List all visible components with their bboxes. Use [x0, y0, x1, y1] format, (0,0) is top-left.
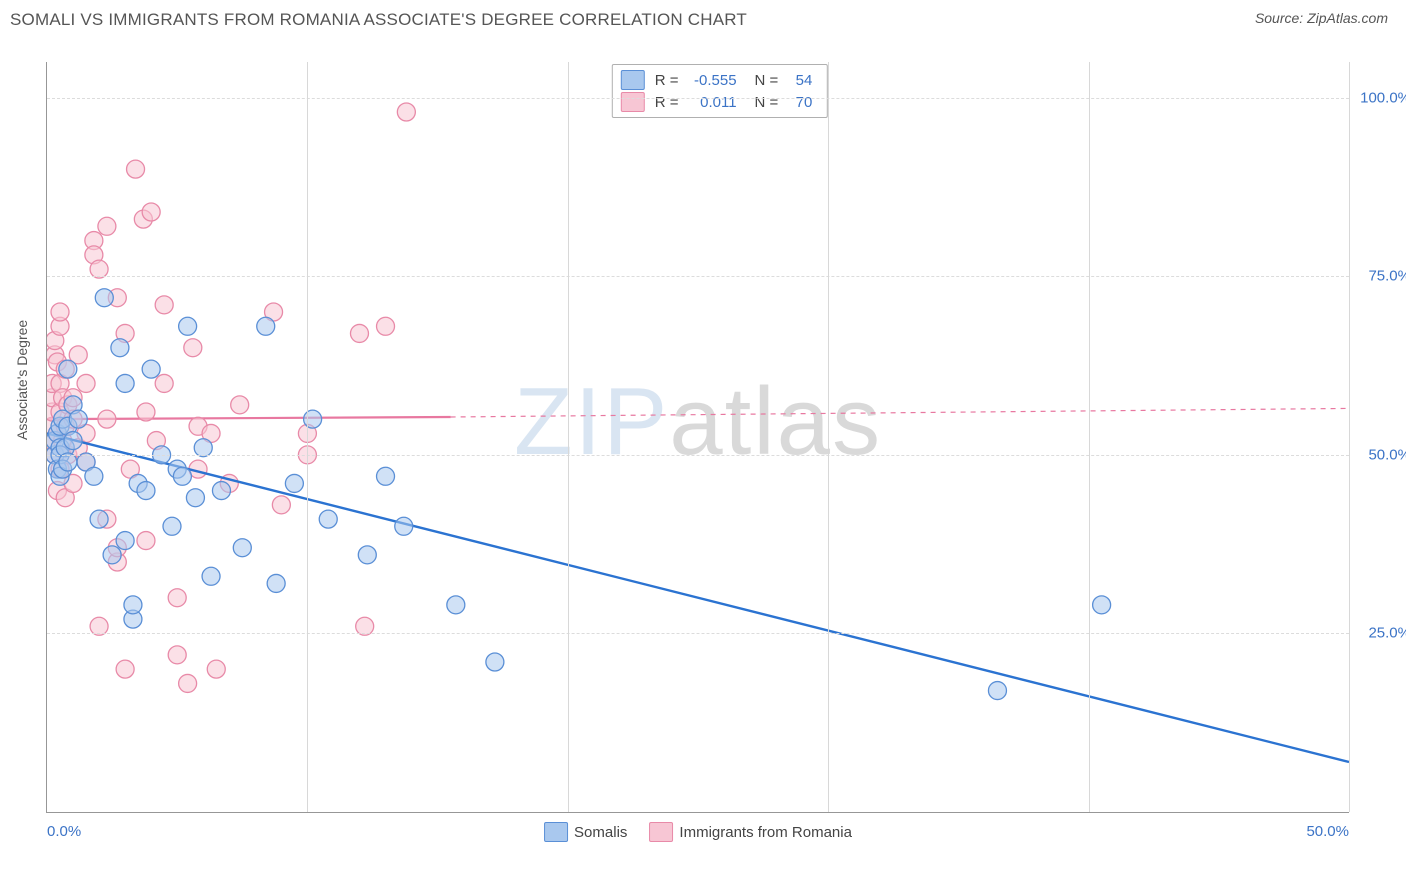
legend-row-romania: R = 0.011 N = 70: [621, 91, 813, 113]
swatch-romania: [621, 92, 645, 112]
chart-plot-area: ZIPatlas R = -0.555 N = 54 R = 0.011 N =…: [46, 62, 1349, 813]
xtick-label: 50.0%: [1306, 823, 1349, 840]
swatch-somalis: [621, 70, 645, 90]
ytick-label: 75.0%: [1356, 268, 1406, 285]
legend-item-somalis: Somalis: [544, 822, 627, 842]
series-legend: Somalis Immigrants from Romania: [544, 822, 852, 842]
y-axis-label: Associate's Degree: [14, 320, 30, 440]
correlation-legend: R = -0.555 N = 54 R = 0.011 N = 70: [612, 64, 828, 118]
legend-item-romania: Immigrants from Romania: [649, 822, 852, 842]
chart-title: SOMALI VS IMMIGRANTS FROM ROMANIA ASSOCI…: [10, 10, 747, 30]
ytick-label: 50.0%: [1356, 446, 1406, 463]
swatch-romania-b: [649, 822, 673, 842]
header: SOMALI VS IMMIGRANTS FROM ROMANIA ASSOCI…: [0, 0, 1406, 34]
source-label: Source: ZipAtlas.com: [1255, 10, 1388, 30]
chart-svg: [47, 62, 1349, 812]
legend-row-somalis: R = -0.555 N = 54: [621, 69, 813, 91]
swatch-somalis-b: [544, 822, 568, 842]
ytick-label: 25.0%: [1356, 625, 1406, 642]
xtick-label: 0.0%: [47, 823, 81, 840]
ytick-label: 100.0%: [1356, 89, 1406, 106]
